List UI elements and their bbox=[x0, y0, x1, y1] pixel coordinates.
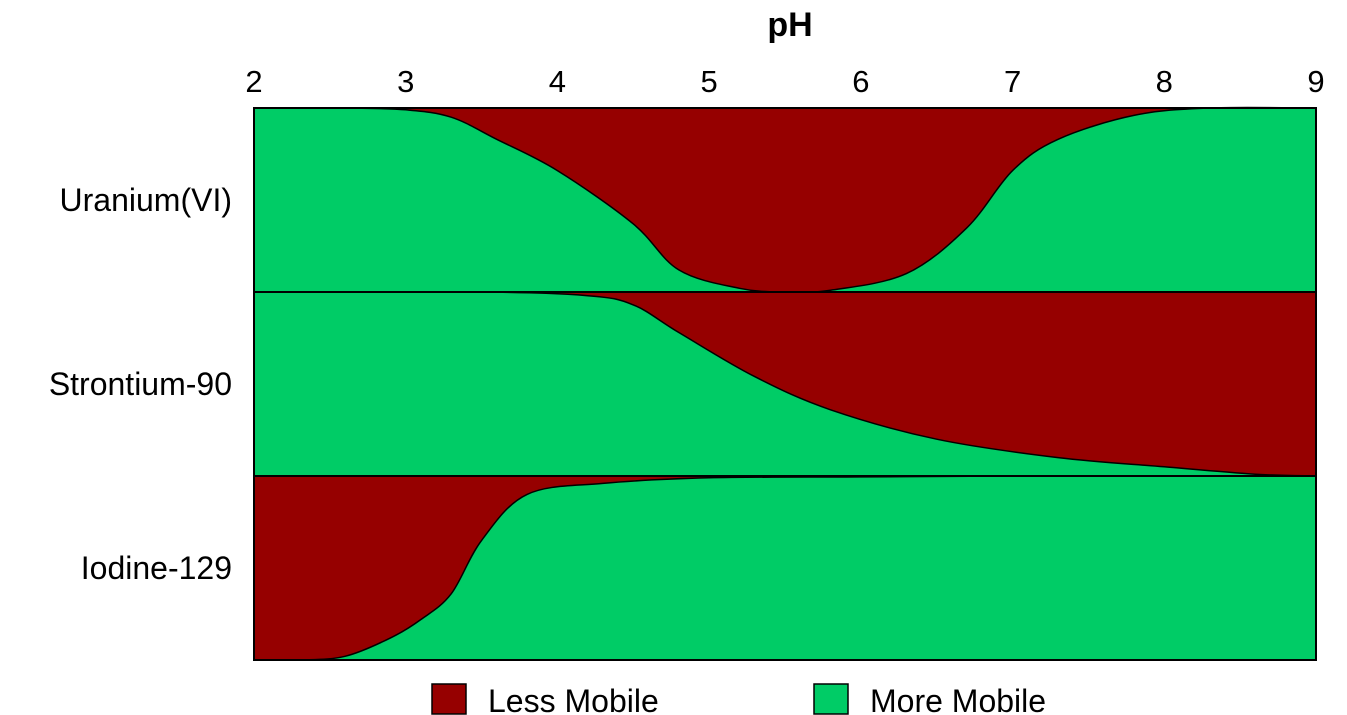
x-tick-label: 3 bbox=[397, 64, 414, 99]
row-label: Iodine-129 bbox=[81, 550, 232, 586]
less-mobile-area bbox=[254, 475, 1316, 661]
legend-swatch-less-mobile bbox=[431, 683, 467, 715]
x-axis-title: pH bbox=[767, 6, 812, 44]
legend: Less Mobile More Mobile bbox=[431, 683, 1046, 715]
legend-label: Less Mobile bbox=[488, 683, 659, 715]
legend-label: More Mobile bbox=[870, 683, 1046, 715]
less-mobile-area bbox=[254, 107, 1316, 293]
x-tick-label: 6 bbox=[852, 64, 869, 99]
x-axis-ticks: 2 3 4 5 6 7 8 9 bbox=[245, 64, 1324, 99]
row-label: Strontium-90 bbox=[49, 366, 232, 402]
x-tick-label: 9 bbox=[1307, 64, 1324, 99]
plot-area bbox=[253, 106, 1317, 662]
x-tick-label: 4 bbox=[549, 64, 566, 99]
legend-swatch-more-mobile bbox=[813, 683, 849, 715]
x-tick-label: 8 bbox=[1156, 64, 1173, 99]
plot-border bbox=[253, 107, 1317, 661]
less-mobile-area bbox=[254, 291, 1316, 476]
x-tick-label: 2 bbox=[245, 64, 262, 99]
row-labels: Uranium(VI) Strontium-90 Iodine-129 bbox=[49, 182, 232, 586]
x-tick-label: 7 bbox=[1004, 64, 1021, 99]
x-tick-label: 5 bbox=[701, 64, 718, 99]
row-label: Uranium(VI) bbox=[60, 182, 232, 218]
